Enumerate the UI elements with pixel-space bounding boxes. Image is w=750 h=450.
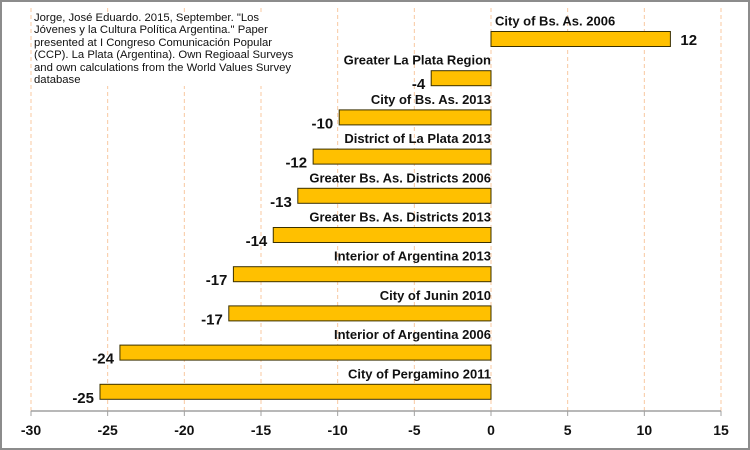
bar	[297, 187, 492, 204]
data-label: 12	[680, 32, 697, 49]
data-label: -10	[312, 115, 334, 132]
data-label: -12	[285, 155, 307, 172]
category-label: Greater Bs. As. Districts 2013	[309, 210, 491, 225]
tick-label: 10	[637, 422, 653, 438]
data-label: -25	[72, 390, 94, 407]
data-label: -13	[270, 194, 292, 211]
tick-label: -5	[408, 422, 421, 438]
category-label: City of Bs. As. 2013	[371, 92, 491, 107]
data-label: -4	[412, 76, 426, 93]
tick-label: 15	[713, 422, 729, 438]
category-label: City of Pergamino 2011	[348, 366, 491, 381]
data-label: -14	[246, 233, 268, 250]
data-label: -24	[92, 351, 114, 368]
source-note: Jorge, José Eduardo. 2015, September. "L…	[34, 12, 294, 87]
category-label: City of Bs. As. 2006	[495, 14, 615, 29]
data-label: -17	[206, 272, 228, 289]
category-label: Interior of Argentina 2013	[334, 249, 491, 264]
tick-label: -25	[98, 422, 118, 438]
bar	[228, 305, 492, 322]
tick-label: 5	[564, 422, 572, 438]
bar	[272, 227, 492, 243]
bar	[232, 266, 492, 283]
category-label: Interior of Argentina 2006	[334, 327, 491, 342]
bar	[312, 148, 492, 165]
bar	[490, 31, 671, 47]
bar	[338, 109, 492, 126]
tick-label: -15	[251, 422, 271, 438]
category-label: Greater La Plata Region	[344, 53, 491, 68]
bar	[119, 344, 492, 361]
tick-label: 0	[487, 422, 495, 438]
bar	[430, 70, 492, 87]
bar	[99, 383, 492, 400]
tick-label: -10	[328, 422, 348, 438]
data-label: -17	[201, 311, 223, 328]
category-label: District of La Plata 2013	[344, 131, 491, 146]
tick-label: -20	[174, 422, 194, 438]
category-label: City of Junin 2010	[380, 288, 491, 303]
tick-label: -30	[21, 422, 41, 438]
category-label: Greater Bs. As. Districts 2006	[309, 170, 491, 185]
